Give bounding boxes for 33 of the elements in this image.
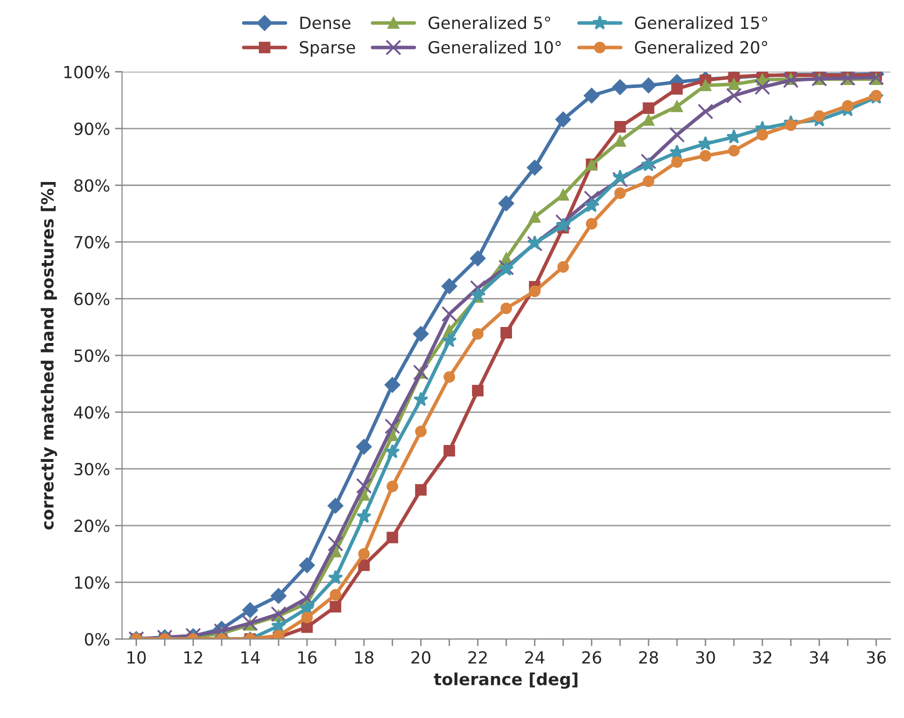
y-axis-title: correctly matched hand postures [%]	[40, 182, 58, 530]
y-tick-label: 90%	[74, 122, 110, 136]
x-tick-label: 24	[525, 651, 544, 664]
y-tick-label: 20%	[74, 520, 110, 532]
legend-label: Dense	[300, 16, 350, 30]
x-tick-label: 36	[866, 651, 886, 664]
y-tick-label: 10%	[75, 576, 110, 589]
x-tick-label: 12	[184, 651, 202, 664]
legend-label: Generalized 10°	[428, 40, 561, 54]
x-tick-label: 14	[241, 651, 260, 664]
y-tick-label: 40%	[74, 406, 110, 419]
x-tick-label: 28	[639, 651, 658, 664]
x-tick-label: 16	[298, 651, 317, 664]
y-tick-label: 70%	[74, 236, 110, 249]
y-tick-label: 80%	[74, 179, 110, 192]
legend-label: Generalized 5°	[428, 16, 550, 30]
x-tick-label: 26	[582, 651, 602, 664]
x-tick-label: 34	[810, 651, 829, 664]
y-tick-label: 60%	[74, 292, 110, 306]
x-tick-label: 10	[127, 651, 146, 664]
y-tick-label: 0%	[84, 632, 110, 646]
y-tick-label: 100%	[64, 66, 110, 78]
y-tick-label: 30%	[74, 462, 110, 476]
x-tick-label: 22	[468, 651, 487, 664]
x-tick-label: 20	[411, 651, 430, 664]
x-tick-label: 18	[355, 651, 374, 664]
x-axis-title: tolerance [deg]	[434, 672, 578, 689]
x-tick-label: 30	[696, 651, 715, 664]
legend-label: Generalized 15°	[634, 16, 768, 30]
legend-label: Generalized 20°	[634, 40, 768, 54]
legend-label: Sparse	[300, 40, 356, 57]
x-tick-label: 32	[753, 651, 772, 664]
y-tick-label: 50%	[74, 349, 110, 362]
